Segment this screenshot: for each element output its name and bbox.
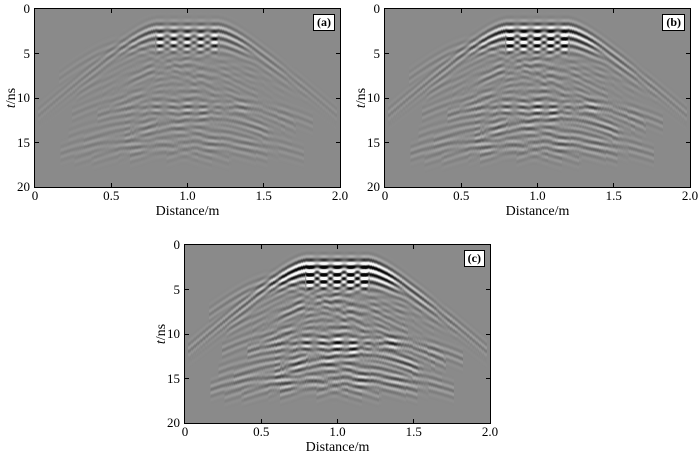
x-tick-mark [263,9,265,13]
x-tick-mark [187,183,188,187]
x-tick-mark [337,245,338,249]
x-tick-mark [110,183,112,187]
x-tick-mark [537,9,538,13]
radargram-panel-a: t/ns Distance/m (a) 0 0.5 1.0 1.5 2.0 0 5 10 15 2… [4,2,348,220]
y-tick-mark [35,53,39,54]
x-tick-label: 0.5 [453,188,470,203]
y-tick-mark [686,142,690,143]
x-tick-mark [260,419,262,423]
y-tick-mark [385,142,389,143]
x-tick-label: 1.0 [529,188,546,203]
x-tick-mark [337,419,338,423]
x-tick-mark [537,183,538,187]
y-tick-mark [185,289,189,290]
radargram-image-a [35,9,340,187]
x-tick-label: 0 [381,188,389,203]
radargram-panel-b: t/ns Distance/m (b) 0 0.5 1.0 1.5 2.0 0 5 10 15 2… [354,2,698,220]
x-tick-label: 0 [181,424,189,439]
x-tick-label: 2.0 [331,188,349,203]
x-tick-label: 1.0 [329,424,346,439]
x-tick-label: 0.5 [103,188,120,203]
y-tick-mark [686,97,690,99]
x-tick-mark [613,183,615,187]
x-tick-mark [263,183,265,187]
y-tick-label: 10 [167,326,180,341]
y-tick-label: 10 [17,90,30,105]
x-tick-label: 1.5 [405,424,422,439]
y-tick-label: 0 [173,237,181,252]
x-tick-mark [460,183,462,187]
x-tick-label: 2.0 [481,424,499,439]
x-axis-label: Distance/m [305,440,370,455]
y-tick-mark [486,333,490,335]
panel-label-a: (a) [313,14,335,31]
x-tick-label: 1.5 [605,188,622,203]
x-tick-label: 1.0 [179,188,196,203]
y-tick-label: 20 [17,179,30,194]
y-tick-mark [336,142,340,143]
y-tick-mark [486,378,490,379]
radargram-image-c [185,245,490,423]
x-tick-label: 1.5 [255,188,272,203]
y-tick-label: 0 [373,1,381,16]
x-tick-mark [187,9,188,13]
panel-label-b: (b) [662,14,685,31]
x-tick-mark [260,245,262,249]
panel-label-c: (c) [463,250,485,267]
y-tick-label: 15 [17,134,30,150]
x-axis-label: Distance/m [505,204,570,219]
y-tick-mark [486,289,490,290]
x-tick-mark [413,419,415,423]
y-tick-mark [336,97,340,99]
y-tick-label: 15 [367,134,380,150]
y-tick-mark [385,53,389,54]
x-tick-label: 0.5 [253,424,270,439]
y-tick-mark [686,53,690,54]
radargram-panel-c: t/ns Distance/m (c) 0 0.5 1.0 1.5 2.0 0 5 10 15 2… [154,238,498,456]
y-tick-label: 15 [167,370,180,386]
y-tick-mark [185,333,189,335]
x-axis-label: Distance/m [155,204,220,219]
y-tick-label: 0 [23,1,31,16]
x-tick-mark [460,9,462,13]
y-tick-label: 5 [373,45,381,61]
y-tick-mark [35,97,39,99]
y-tick-mark [385,97,389,99]
x-tick-label: 2.0 [681,188,699,203]
y-tick-label: 10 [367,90,380,105]
x-tick-mark [413,245,415,249]
x-tick-label: 0 [31,188,39,203]
y-tick-mark [185,378,189,379]
radargram-image-b [385,9,690,187]
y-tick-label: 20 [167,415,180,430]
y-tick-mark [336,53,340,54]
x-tick-mark [110,9,112,13]
y-tick-label: 20 [367,179,380,194]
y-tick-label: 5 [173,281,181,297]
y-tick-label: 5 [23,45,31,61]
x-tick-mark [613,9,615,13]
y-tick-mark [35,142,39,143]
